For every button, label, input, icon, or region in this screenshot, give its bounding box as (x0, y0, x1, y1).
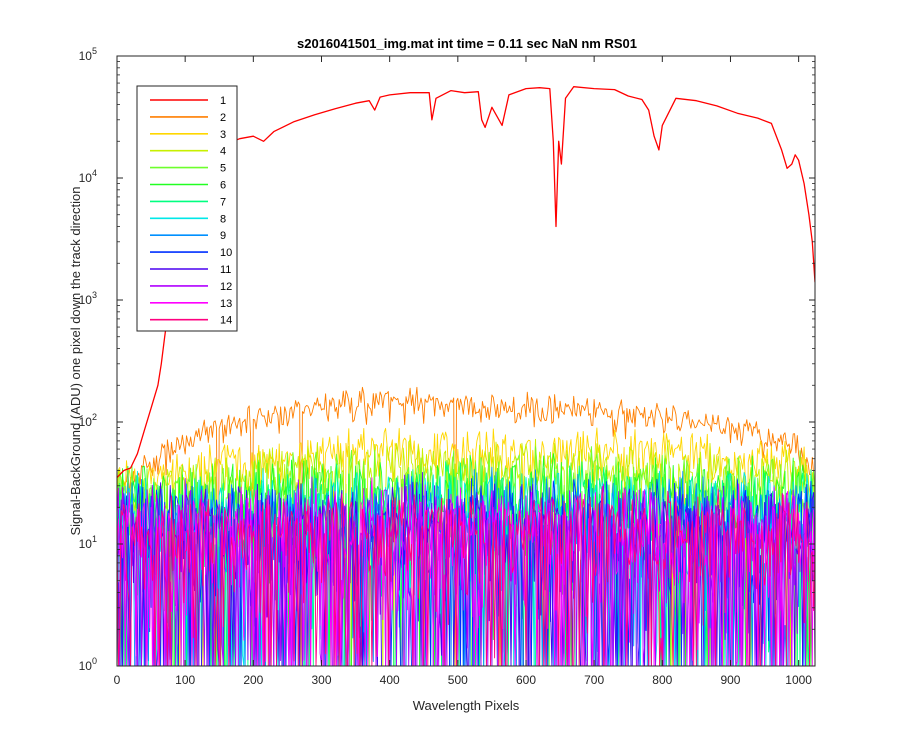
x-tick-label: 600 (516, 673, 536, 687)
ticks-group: 0 100 200 300 400 500 600 700 800 900 100010010110… (79, 46, 815, 687)
legend-label-5: 5 (220, 163, 226, 175)
legend-box (136, 85, 238, 332)
legend-label-14: 14 (220, 315, 232, 327)
x-tick-label: 700 (584, 673, 604, 687)
y-tick-label: 100 (79, 656, 97, 673)
x-tick-label: 1000 (785, 673, 812, 687)
x-tick-label: 0 (114, 673, 121, 687)
plot-frame (116, 55, 816, 667)
y-tick-label: 102 (79, 412, 97, 429)
legend-label-6: 6 (220, 180, 226, 192)
x-tick-label: 500 (448, 673, 468, 687)
y-tick-label: 101 (79, 534, 97, 551)
legend-label-4: 4 (220, 146, 226, 158)
x-tick-label: 300 (311, 673, 331, 687)
chart-title: s2016041501_img.mat int time = 0.11 sec … (297, 36, 637, 51)
series-line-2 (117, 386, 815, 666)
x-tick-label: 200 (243, 673, 263, 687)
x-tick-label: 400 (380, 673, 400, 687)
x-axis-label: Wavelength Pixels (413, 698, 520, 713)
y-tick-label: 104 (79, 168, 97, 185)
legend-label-1: 1 (220, 95, 226, 107)
series-line-13 (117, 477, 815, 666)
x-tick-label: 100 (175, 673, 195, 687)
legend-label-9: 9 (220, 230, 226, 242)
x-tick-label: 900 (720, 673, 740, 687)
legend-label-11: 11 (220, 264, 231, 276)
y-tick-label: 105 (79, 46, 97, 63)
legend-label-8: 8 (220, 213, 226, 225)
legend-label-12: 12 (220, 281, 232, 293)
series-line-14 (117, 485, 815, 666)
x-tick-label: 800 (652, 673, 672, 687)
legend-label-2: 2 (220, 112, 226, 124)
legend-label-3: 3 (220, 129, 226, 141)
legend-label-10: 10 (220, 247, 232, 259)
legend-label-13: 13 (220, 298, 232, 310)
series-group (117, 86, 815, 666)
y-tick-label: 103 (79, 290, 97, 307)
legend-label-7: 7 (220, 196, 226, 208)
y-axis-label: Signal-BackGround (ADU) one pixel down t… (68, 186, 83, 535)
